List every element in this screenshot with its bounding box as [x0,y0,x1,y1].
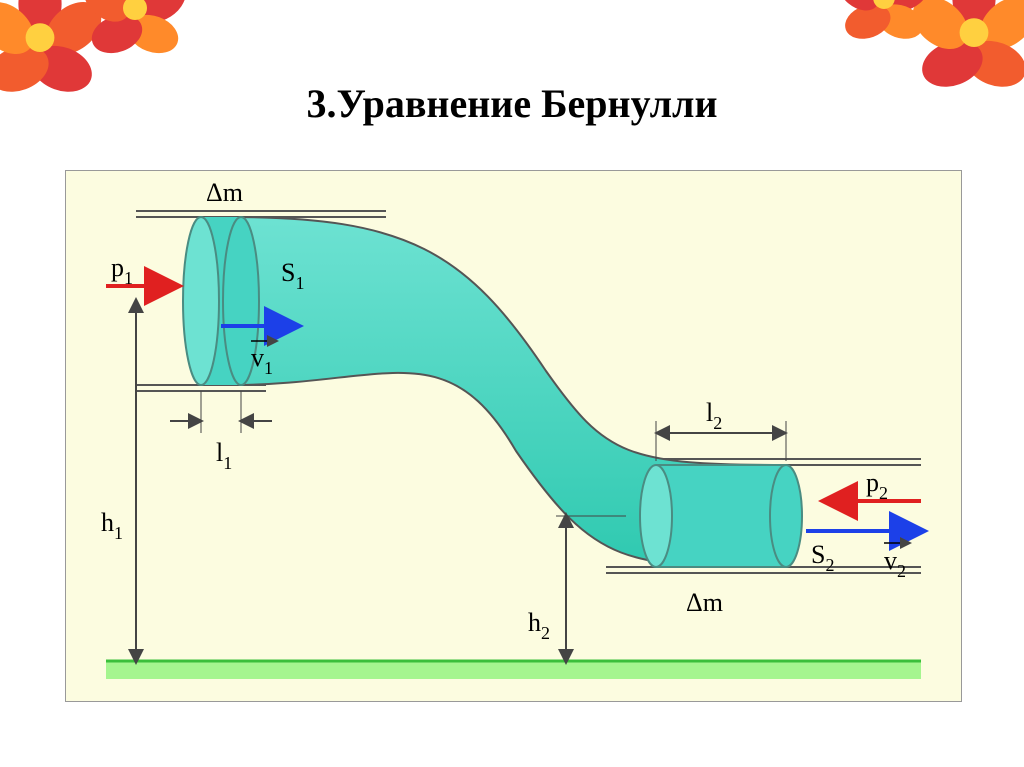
p1-label: p1 [111,253,133,288]
disk2-back [770,465,802,567]
disk2-front [640,465,672,567]
dm1-label: Δm [206,178,243,207]
diagram-svg: Δm Δm p1 p2 S1 S2 v1 v2 h1 h2 l1 l2 [66,171,961,701]
l1-label: l1 [216,438,232,473]
disk2-side [656,465,786,567]
disk1-front [183,217,219,385]
v2-label: v2 [884,546,906,581]
h1-label: h1 [101,508,123,543]
bernoulli-diagram: Δm Δm p1 p2 S1 S2 v1 v2 h1 h2 l1 l2 [65,170,962,702]
flower-tl-2 [80,0,190,60]
flower-icon [834,0,934,45]
dm2-label: Δm [686,588,723,617]
h2-label: h2 [528,608,550,643]
s2-label: S2 [811,540,834,575]
page-title: 3.Уравнение Бернулли [0,80,1024,127]
p2-label: p2 [866,468,888,503]
slide: 3.Уравнение Бернулли [0,0,1024,767]
ground [106,661,921,679]
l2-label: l2 [706,398,722,433]
flower-icon [80,0,190,60]
flower-tr-2 [834,0,934,45]
